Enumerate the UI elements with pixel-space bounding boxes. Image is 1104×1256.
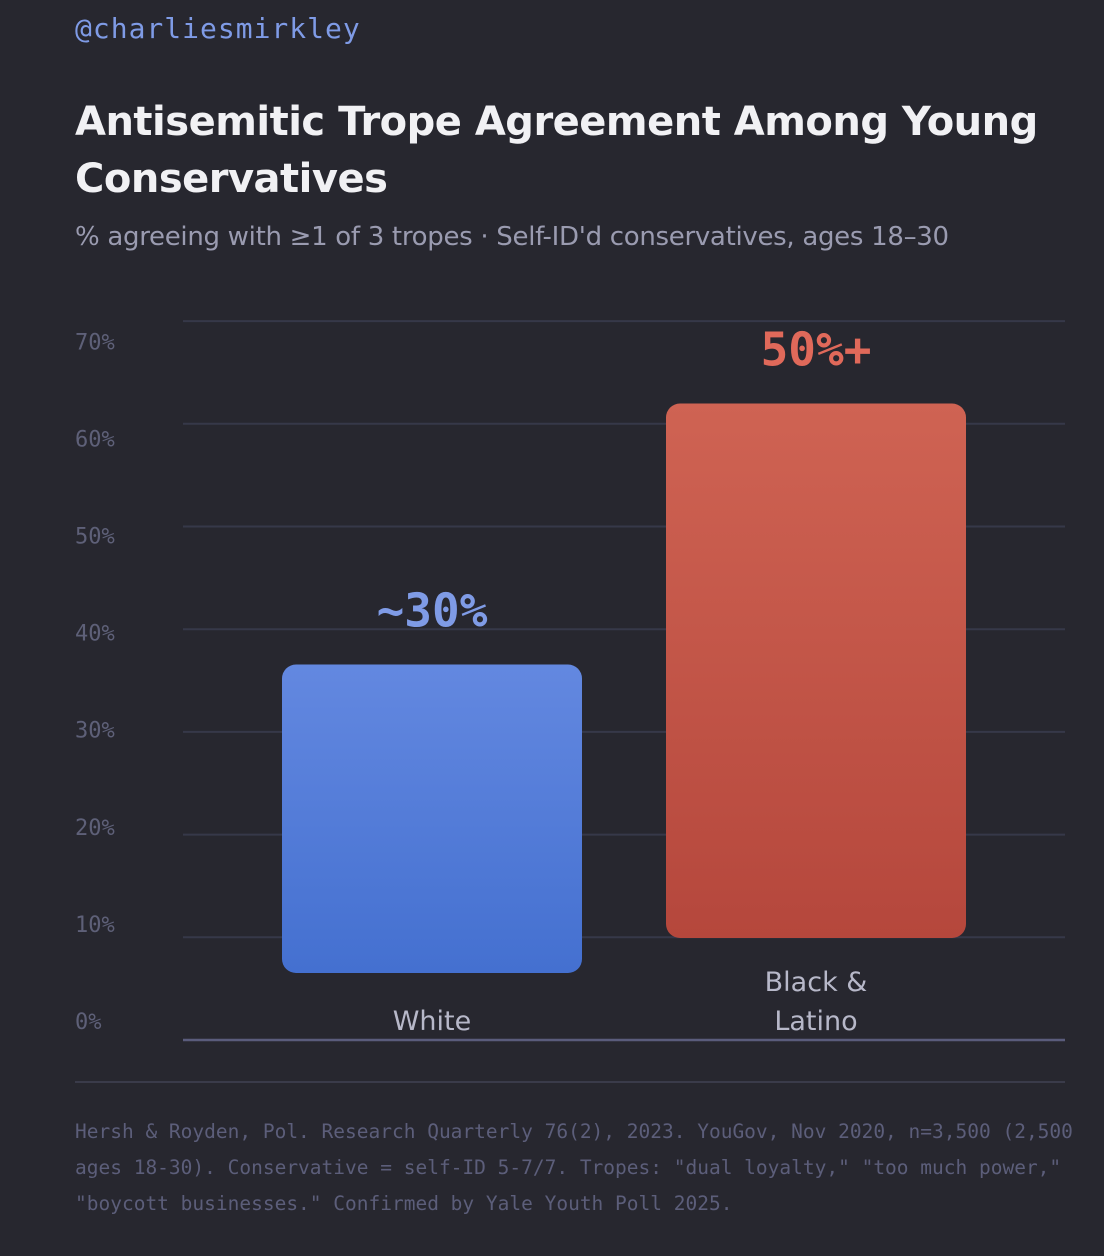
- category-label: Latino: [774, 1006, 857, 1037]
- y-tick-label: 50%: [75, 525, 115, 550]
- chart-title: Antisemitic Trope Agreement Among Young …: [75, 99, 1038, 202]
- y-tick-label: 20%: [75, 816, 115, 841]
- source-footnote: Hersh & Royden, Pol. Research Quarterly …: [75, 1120, 1073, 1215]
- y-tick-label: 40%: [75, 622, 115, 647]
- category-label: Black &: [765, 967, 868, 998]
- y-tick-label: 30%: [75, 719, 115, 744]
- chart-subtitle: % agreeing with ≥1 of 3 tropes · Self-ID…: [75, 222, 949, 252]
- category-label: White: [393, 1006, 472, 1037]
- data-label: ~30%: [377, 584, 488, 638]
- y-tick-label: 10%: [75, 913, 115, 938]
- y-tick-label: 70%: [75, 330, 115, 355]
- bar-1: [666, 403, 966, 938]
- y-tick-label: 0%: [75, 1010, 102, 1035]
- y-tick-label: 60%: [75, 427, 115, 452]
- data-label: 50%+: [761, 323, 872, 377]
- divider: [75, 1081, 1065, 1083]
- author-handle: @charliesmirkley: [75, 12, 361, 45]
- bar-0: [282, 664, 582, 973]
